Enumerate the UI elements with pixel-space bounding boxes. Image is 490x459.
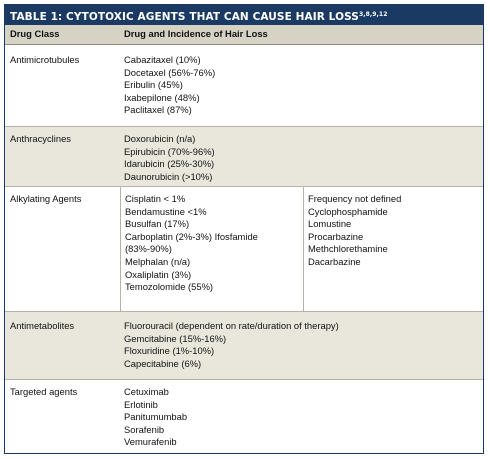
table-row: Antimetabolites Fluorouracil (dependent … bbox=[5, 311, 483, 379]
drug-item: Lomustine bbox=[308, 218, 352, 230]
drug-item: Dacarbazine bbox=[308, 255, 361, 267]
drug-class-cell: Antimicrotubules bbox=[10, 54, 80, 65]
drug-item: Erlotinib bbox=[124, 398, 158, 410]
drug-item: Oxaliplatin (3%) bbox=[125, 268, 192, 280]
drug-item: Cetuximab bbox=[124, 386, 169, 397]
drug-item: Docetaxel (56%-76%) bbox=[124, 66, 216, 78]
drug-list-cell: Cabazitaxel (10%) Docetaxel (56%-76%) Er… bbox=[120, 46, 215, 126]
drug-item: Temozolomide (55%) bbox=[125, 281, 214, 293]
table-row: Anthracyclines Doxorubicin (n/a) Epirubi… bbox=[5, 126, 483, 186]
drug-item: Fluorouracil (dependent on rate/duration… bbox=[124, 320, 339, 331]
drug-item: Floxuridine (1%-10%) bbox=[124, 345, 215, 357]
drug-item: Procarbazine bbox=[308, 230, 364, 242]
drug-item: Capecitabine (6%) bbox=[124, 357, 202, 369]
header-drug-class: Drug Class bbox=[10, 28, 60, 39]
drug-item: Vemurafenib bbox=[124, 436, 177, 448]
drug-item: Panitumumbab bbox=[124, 411, 188, 423]
header-drug-incidence: Drug and Incidence of Hair Loss bbox=[124, 28, 268, 39]
drug-item: Busulfan (17%) bbox=[125, 218, 190, 230]
drug-list-cell: Cetuximab Erlotinib Panitumumbab Sorafen… bbox=[120, 380, 187, 453]
drug-item: Carboplatin (2%-3%) Ifosfamide bbox=[125, 230, 258, 242]
table-row: Antimicrotubules Cabazitaxel (10%) Docet… bbox=[5, 46, 483, 126]
drug-list-cell: Fluorouracil (dependent on rate/duration… bbox=[120, 312, 339, 379]
drug-item: Methchlorethamine bbox=[308, 243, 388, 255]
drug-item: Ixabepilone (48%) bbox=[124, 91, 200, 103]
drug-item: Cisplatin < 1% bbox=[125, 193, 186, 204]
drug-item: Daunorubicin (>10%) bbox=[124, 170, 213, 182]
drug-item: Idarubicin (25%-30%) bbox=[124, 158, 215, 170]
table-header-row: Drug Class Drug and Incidence of Hair Lo… bbox=[5, 25, 483, 45]
drug-item: Cyclophosphamide bbox=[308, 205, 388, 217]
drug-item: Sorafenib bbox=[124, 423, 165, 435]
drug-class-cell: Targeted agents bbox=[10, 386, 78, 397]
table-title-references: 3,8,9,12 bbox=[358, 11, 388, 18]
table-row: Targeted agents Cetuximab Erlotinib Pani… bbox=[5, 379, 483, 453]
drug-class-cell: Anthracyclines bbox=[10, 133, 71, 144]
drug-item: Cabazitaxel (10%) bbox=[124, 54, 201, 65]
drug-item: (83%-90%) bbox=[125, 243, 172, 255]
table-frame: TABLE 1: CYTOTOXIC AGENTS THAT CAN CAUSE… bbox=[4, 4, 484, 454]
drug-item: Melphalan (n/a) bbox=[125, 255, 191, 267]
table-title-text: TABLE 1: CYTOTOXIC AGENTS THAT CAN CAUSE… bbox=[10, 11, 359, 23]
drug-item: Bendamustine <1% bbox=[125, 205, 207, 217]
drug-list-cell: Doxorubicin (n/a) Epirubicin (70%-96%) I… bbox=[120, 127, 215, 186]
drug-undefined-heading: Frequency not defined bbox=[308, 193, 402, 204]
drug-class-cell: Alkylating Agents bbox=[10, 193, 82, 204]
drug-item: Eribulin (45%) bbox=[124, 79, 183, 91]
drug-item: Gemcitabine (15%-16%) bbox=[124, 332, 227, 344]
table-title: TABLE 1: CYTOTOXIC AGENTS THAT CAN CAUSE… bbox=[5, 5, 483, 25]
table-row: Alkylating Agents Cisplatin < 1% Bendamu… bbox=[5, 186, 483, 311]
drug-item: Epirubicin (70%-96%) bbox=[124, 145, 215, 157]
drug-undefined-list-cell: Frequency not defined Cyclophosphamide L… bbox=[303, 187, 401, 311]
drug-item: Doxorubicin (n/a) bbox=[124, 133, 196, 144]
drug-list-cell: Cisplatin < 1% Bendamustine <1% Busulfan… bbox=[120, 187, 304, 311]
drug-class-cell: Antimetabolites bbox=[10, 320, 75, 331]
drug-item: Paclitaxel (87%) bbox=[124, 104, 192, 116]
